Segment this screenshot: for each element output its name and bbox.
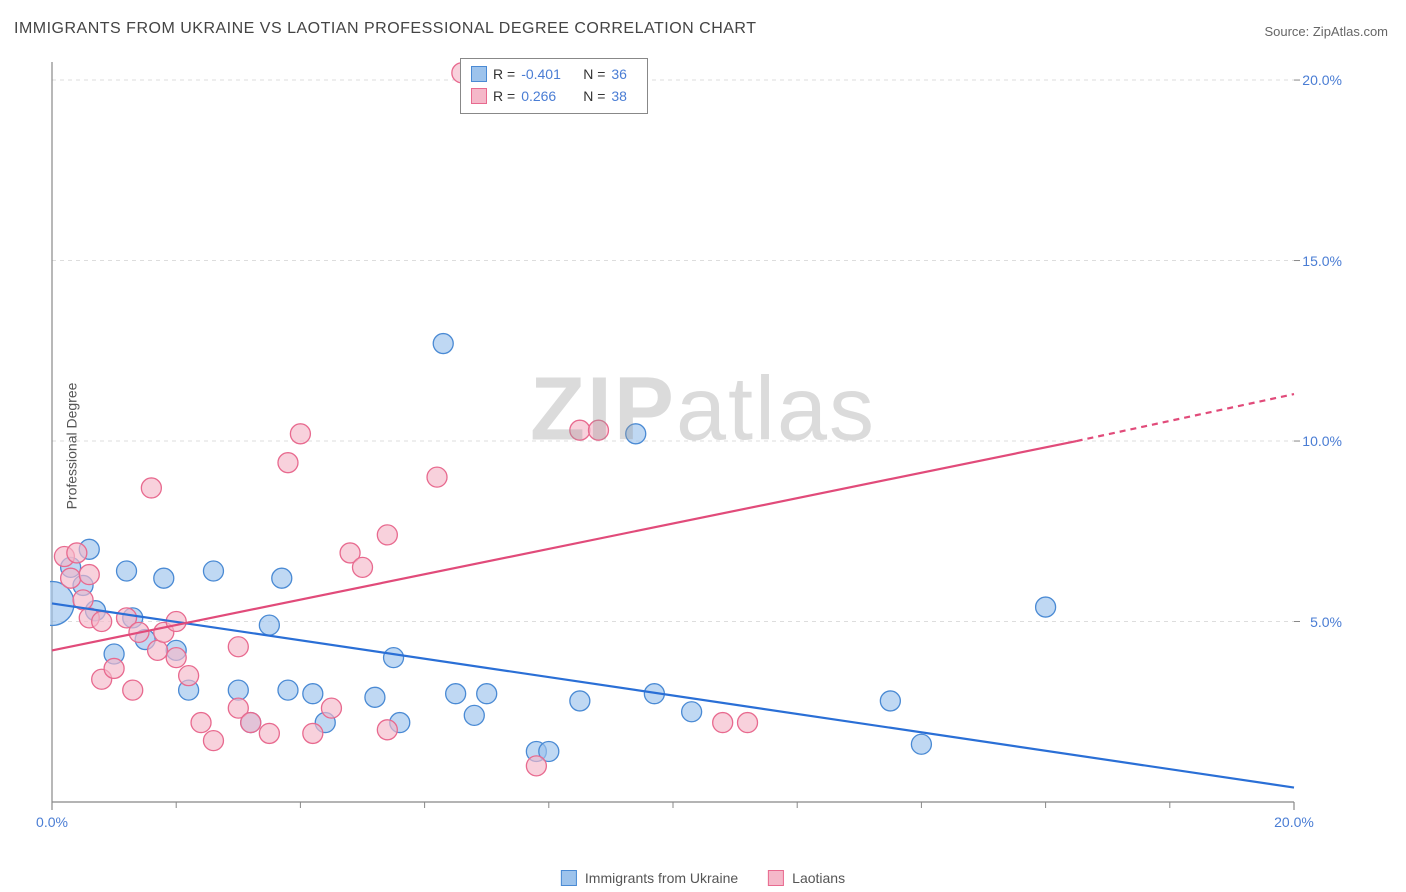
laotian-point [303,723,323,743]
laotian-point [191,713,211,733]
legend-series-item: Immigrants from Ukraine [561,870,738,886]
laotian-point [259,723,279,743]
laotian-point [104,658,124,678]
legend-stat-row: R = 0.266 N = 38 [471,85,637,107]
laotian-point [241,713,261,733]
chart-area: 5.0%10.0%15.0%20.0%0.0%20.0% [50,60,1350,830]
laotian-point [179,666,199,686]
laotian-point [427,467,447,487]
legend-r-value: 0.266 [521,88,571,104]
legend-r-label: R = [493,66,515,82]
legend-series-item: Laotians [768,870,845,886]
legend-r-value: -0.401 [521,66,571,82]
source-label: Source: ZipAtlas.com [1264,24,1388,39]
laotian-point [377,720,397,740]
laotian-point [79,565,99,585]
legend-series-label: Laotians [792,870,845,886]
laotian-point [148,640,168,660]
laotian-point [570,420,590,440]
ukraine-point [365,687,385,707]
legend-swatch [471,66,487,82]
ukraine-point [303,684,323,704]
ukraine-point [464,705,484,725]
legend-swatch [768,870,784,886]
legend-swatch [561,870,577,886]
ukraine-point [117,561,137,581]
legend-series-label: Immigrants from Ukraine [585,870,738,886]
legend-stats: R = -0.401 N = 36 R = 0.266 N = 38 [460,58,648,114]
laotian-point [92,612,112,632]
legend-swatch [471,88,487,104]
laotian-regression-line-extrapolated [1077,394,1294,441]
x-tick-label: 0.0% [36,814,68,830]
legend-n-label: N = [583,88,605,104]
laotian-point [123,680,143,700]
ukraine-point [259,615,279,635]
laotian-point [738,713,758,733]
y-tick-label: 5.0% [1310,614,1342,630]
ukraine-point [570,691,590,711]
y-tick-label: 15.0% [1302,253,1342,269]
scatter-chart [50,60,1350,830]
laotian-point [713,713,733,733]
chart-title: IMMIGRANTS FROM UKRAINE VS LAOTIAN PROFE… [14,20,756,38]
laotian-point [321,698,341,718]
ukraine-point [384,648,404,668]
ukraine-point [278,680,298,700]
laotian-point [353,557,373,577]
ukraine-point [880,691,900,711]
ukraine-point [682,702,702,722]
ukraine-point [433,334,453,354]
ukraine-point [272,568,292,588]
laotian-point [61,568,81,588]
legend-n-label: N = [583,66,605,82]
ukraine-point [203,561,223,581]
ukraine-point [911,734,931,754]
laotian-point [141,478,161,498]
laotian-point [588,420,608,440]
laotian-point [377,525,397,545]
y-tick-label: 10.0% [1302,433,1342,449]
laotian-point [278,453,298,473]
laotian-regression-line [52,441,1077,650]
legend-n-value: 36 [611,66,637,82]
laotian-point [166,648,186,668]
ukraine-point [228,680,248,700]
laotian-point [67,543,87,563]
legend-stat-row: R = -0.401 N = 36 [471,63,637,85]
x-tick-label: 20.0% [1274,814,1314,830]
ukraine-point [446,684,466,704]
y-tick-label: 20.0% [1302,72,1342,88]
laotian-point [526,756,546,776]
ukraine-point [477,684,497,704]
laotian-point [290,424,310,444]
legend-n-value: 38 [611,88,637,104]
ukraine-point [1036,597,1056,617]
laotian-point [203,731,223,751]
laotian-point [228,637,248,657]
legend-series: Immigrants from Ukraine Laotians [561,870,845,886]
ukraine-point [626,424,646,444]
legend-r-label: R = [493,88,515,104]
ukraine-point [154,568,174,588]
